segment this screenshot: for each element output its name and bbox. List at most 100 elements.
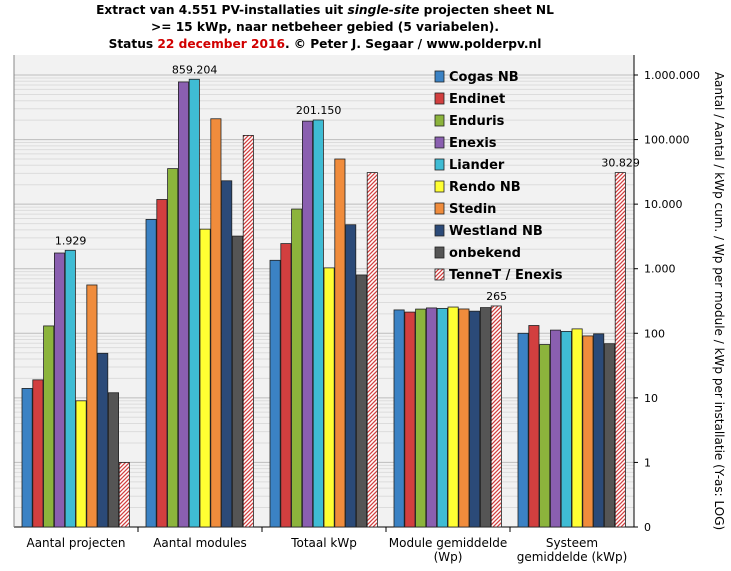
x-tick-label: (Wp) [434,550,463,564]
bar-tennet-enexis [242,135,254,528]
bar-liander [64,249,76,528]
legend-label: Westland NB [449,224,543,239]
bar-cogas-nb [269,259,281,528]
bar-stedin [582,335,594,528]
legend-swatch [434,202,445,215]
bar-rendo-nb [75,400,87,528]
bar-westland-nb [593,333,605,528]
bar-enexis [54,252,66,528]
bar-endinet [32,379,44,528]
bar-enexis [550,329,562,528]
bar-endinet [280,243,292,528]
bar-enduris [43,325,55,528]
legend-label: Enexis [449,136,497,151]
x-tick-label: Module gemiddelde [389,536,507,550]
y-tick-label: 0 [644,521,651,534]
bar-endinet [404,311,416,528]
bar-onbekend [231,235,243,528]
bar-stedin [210,118,222,528]
bar-onbekend [355,274,367,528]
legend-label: Rendo NB [449,180,521,195]
title-line-2: >= 15 kWp, naar netbeheer gebied (5 vari… [151,20,499,34]
bar-stedin [334,158,346,528]
legend-label: TenneT / Enexis [449,268,563,283]
bar-rendo-nb [447,306,459,528]
bar-enduris [539,344,551,528]
title-line-1: Extract van 4.551 PV-installaties uit si… [0,2,650,19]
bar-onbekend [479,307,491,528]
y-tick-label: 1.000.000 [644,69,700,82]
legend-swatch [434,180,445,193]
bar-tennet-enexis [490,305,502,528]
legend-label: Enduris [449,114,505,129]
bar-enexis [301,120,313,528]
title-line-3-text-a: Status [108,37,158,51]
bar-onbekend [108,392,120,528]
title-line-1-text-a: Extract van 4.551 PV-installaties uit [96,3,348,17]
bar-cogas-nb [517,332,529,528]
x-tick-label: Aantal modules [153,536,247,550]
bar-enexis [425,307,437,528]
y-tick-label: 10 [644,392,658,405]
bar-endinet [528,325,540,528]
y-tick-label: 1 [644,456,651,469]
legend-label: onbekend [449,246,521,261]
chart-title: Extract van 4.551 PV-installaties uit si… [0,2,650,53]
bar-westland-nb [345,224,357,528]
legend-label: Stedin [449,202,496,217]
title-line-1-text-italic: single-site [347,3,420,17]
legend-label: Liander [449,158,505,173]
bar-enduris [167,168,179,528]
y-tick-label: 10.000 [644,198,683,211]
data-label: 265 [486,290,507,303]
bar-liander [436,307,448,528]
legend-label: Cogas NB [449,70,519,85]
bar-liander [188,78,200,528]
legend-swatch [434,70,445,83]
bar-tennet-enexis [366,172,378,528]
title-line-1-text-c: projecten sheet NL [419,3,554,17]
bar-enexis [177,81,189,528]
bar-westland-nb [221,180,233,528]
y-axis-label: Aantal / Aantal / kWp cum. / Wp per modu… [712,72,726,530]
bar-rendo-nb [199,228,211,528]
title-line-3: Status 22 december 2016. © Peter J. Sega… [0,36,650,53]
y-tick-label: 1.000 [644,263,676,276]
legend-swatch [434,92,445,105]
bar-enduris [415,308,427,528]
x-tick-label: gemiddelde (kWp) [517,550,628,564]
data-label: 201.150 [296,104,342,117]
bar-westland-nb [469,310,481,528]
bar-stedin [458,308,470,528]
bar-enduris [291,208,303,528]
bar-tennet-enexis [614,172,626,528]
legend-swatch [434,246,445,259]
bar-cogas-nb [145,219,157,528]
y-tick-label: 100.000 [644,134,690,147]
bar-cogas-nb [393,309,405,528]
bar-onbekend [604,343,616,528]
bar-westland-nb [97,352,109,528]
legend-swatch [434,136,445,149]
legend-swatch [434,158,445,171]
title-line-3-text-c: . © Peter J. Segaar / www.polderpv.nl [284,37,542,51]
legend-swatch [434,268,445,281]
bar-liander [312,119,324,528]
x-tick-label: Totaal kWp [290,536,357,550]
bar-rendo-nb [323,267,335,528]
x-tick-label: Aantal projecten [26,536,125,550]
bar-tennet-enexis [118,462,130,528]
legend-swatch [434,114,445,127]
y-tick-label: 100 [644,327,665,340]
bar-stedin [86,284,98,528]
bar-rendo-nb [571,328,583,528]
bar-endinet [156,199,168,528]
data-label: 1.929 [55,234,87,247]
bar-cogas-nb [21,388,33,528]
legend-label: Endinet [449,92,505,107]
title-date: 22 december 2016 [157,37,285,51]
x-tick-label: Systeem [546,536,598,550]
data-label: 30.829 [601,157,640,170]
bar-liander [560,330,572,528]
